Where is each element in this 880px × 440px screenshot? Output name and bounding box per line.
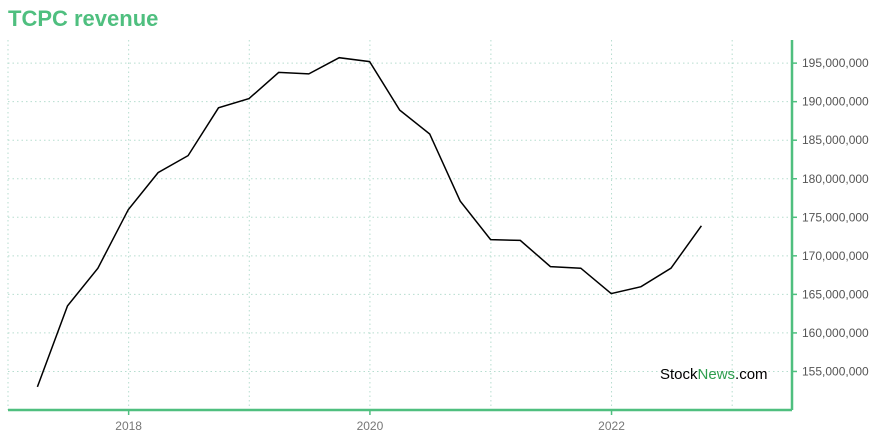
y-tick-label: 165,000,000 <box>802 287 869 301</box>
x-axis-ticks: 2018 2020 2022 <box>115 410 625 433</box>
x-tick-label: 2022 <box>598 419 625 433</box>
x-tick-label: 2020 <box>357 419 384 433</box>
stocknews-watermark: StockNews.com <box>660 366 768 383</box>
y-tick-label: 160,000,000 <box>802 326 869 340</box>
y-tick-label: 190,000,000 <box>802 95 869 109</box>
y-tick-label: 175,000,000 <box>802 210 869 224</box>
chart-title: TCPC revenue <box>8 6 159 31</box>
y-tick-label: 155,000,000 <box>802 364 869 378</box>
x-tick-label: 2018 <box>115 419 142 433</box>
revenue-series-line <box>36 56 703 388</box>
y-tick-label: 180,000,000 <box>802 172 869 186</box>
grid-lines <box>7 40 792 410</box>
y-tick-label: 195,000,000 <box>802 56 869 70</box>
y-tick-label: 185,000,000 <box>802 133 869 147</box>
y-tick-label: 170,000,000 <box>802 249 869 263</box>
y-axis-ticks: 155,000,000 160,000,000 165,000,000 170,000… <box>792 56 869 378</box>
